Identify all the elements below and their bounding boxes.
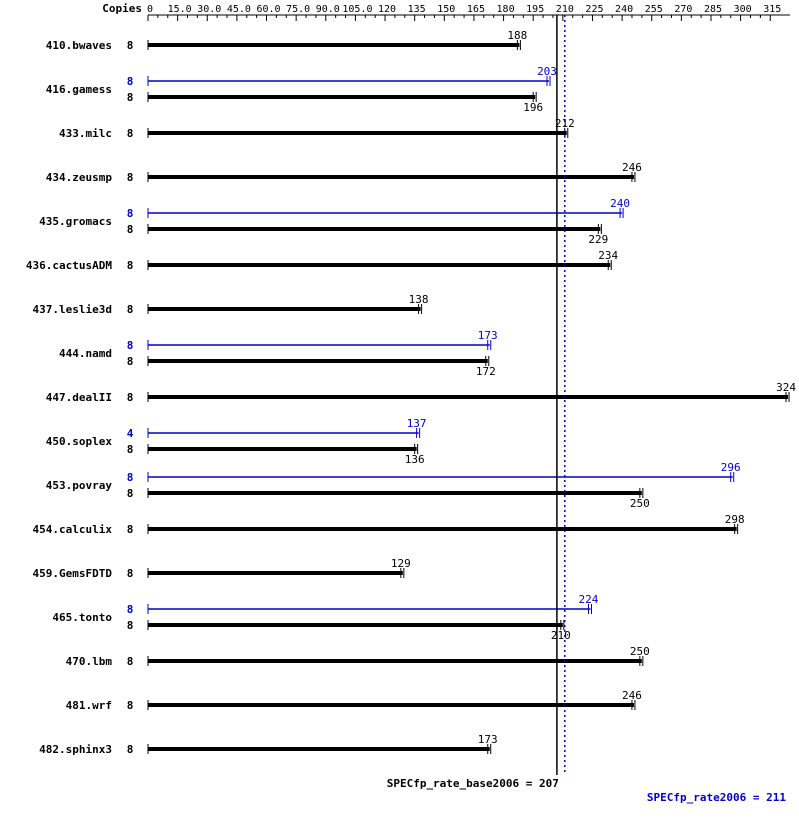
bar-value: 298 [725,513,745,526]
copies-value: 8 [127,127,134,140]
bar-value: 188 [507,29,527,42]
bars-group [148,40,789,754]
benchmark-label: 459.GemsFDTD [33,567,113,580]
benchmark-label: 450.soplex [46,435,113,448]
copies-value: 8 [127,471,134,484]
footer-peak: SPECfp_rate2006 = 211 [647,791,786,804]
svg-text:255: 255 [645,4,663,15]
copies-value: 8 [127,487,134,500]
bar-value: 203 [537,65,557,78]
bar-value: 173 [478,733,498,746]
benchmark-label: 465.tonto [52,611,112,624]
benchmark-label: 470.lbm [66,655,113,668]
bar-value: 234 [598,249,618,262]
svg-text:270: 270 [674,4,692,15]
svg-text:120: 120 [378,4,396,15]
axis-group: 0 15.0 30.0 45.0 60.0 75.0 90.0105.0 120 135 150 1… [147,4,790,21]
benchmark-label: 454.calculix [33,523,113,536]
bar-value: 246 [622,161,642,174]
bar-value: 229 [588,233,608,246]
copies-value: 8 [127,259,134,272]
svg-text:75.0: 75.0 [286,4,310,15]
bar-value: 138 [409,293,429,306]
spec-rate-chart: 0 15.0 30.0 45.0 60.0 75.0 90.0105.0 120 135 150 1… [0,0,799,831]
bar-value: 129 [391,557,411,570]
bar-value: 246 [622,689,642,702]
copies-value: 8 [127,303,134,316]
copies-value: 8 [127,391,134,404]
copies-value: 8 [127,339,134,352]
svg-text:90.0: 90.0 [316,4,340,15]
svg-text:210: 210 [556,4,574,15]
svg-text:225: 225 [585,4,603,15]
bar-value: 296 [721,461,741,474]
benchmark-label: 416.gamess [46,83,112,96]
bar-value: 173 [478,329,498,342]
copies-value: 8 [127,207,134,220]
bar-value: 137 [407,417,427,430]
benchmark-label: 434.zeusmp [46,171,113,184]
copies-value: 8 [127,75,134,88]
bar-value: 136 [405,453,425,466]
bar-value: 212 [555,117,575,130]
bar-value: 210 [551,629,571,642]
copies-value: 8 [127,223,134,236]
copies-value: 8 [127,171,134,184]
svg-text:15.0: 15.0 [168,4,192,15]
benchmark-label: 435.gromacs [39,215,112,228]
benchmark-label: 481.wrf [66,699,112,712]
svg-text:315: 315 [763,4,781,15]
copies-value: 8 [127,603,134,616]
bar-value: 250 [630,497,650,510]
bar-value: 250 [630,645,650,658]
copies-header: Copies [102,2,142,15]
copies-value: 8 [127,39,134,52]
copies-value: 8 [127,743,134,756]
svg-text:30.0: 30.0 [197,4,221,15]
svg-text:45.0: 45.0 [227,4,251,15]
svg-text:240: 240 [615,4,633,15]
benchmark-label: 444.namd [59,347,112,360]
bar-value: 172 [476,365,496,378]
copies-value: 4 [127,427,134,440]
copies-value: 8 [127,355,134,368]
benchmark-label: 447.dealII [46,391,112,404]
bar-value: 324 [776,381,796,394]
svg-text:105.0: 105.0 [342,4,372,15]
copies-value: 8 [127,523,134,536]
footer-base: SPECfp_rate_base2006 = 207 [387,777,559,790]
benchmark-label: 437.leslie3d [33,303,112,316]
labels-group: Copies410.bwaves8188416.gamess8203819643… [26,2,796,804]
svg-text:165: 165 [467,4,485,15]
copies-value: 8 [127,443,134,456]
bar-value: 224 [579,593,599,606]
svg-text:285: 285 [704,4,722,15]
bar-value: 196 [523,101,543,114]
copies-value: 8 [127,699,134,712]
svg-text:0: 0 [147,4,153,15]
bar-value: 240 [610,197,630,210]
benchmark-label: 410.bwaves [46,39,112,52]
svg-text:180: 180 [497,4,515,15]
copies-value: 8 [127,655,134,668]
benchmark-label: 433.milc [59,127,112,140]
svg-text:300: 300 [734,4,752,15]
svg-text:150: 150 [437,4,455,15]
benchmark-label: 453.povray [46,479,113,492]
svg-text:60.0: 60.0 [256,4,280,15]
benchmark-label: 436.cactusADM [26,259,112,272]
copies-value: 8 [127,567,134,580]
svg-text:135: 135 [408,4,426,15]
copies-value: 8 [127,619,134,632]
svg-text:195: 195 [526,4,544,15]
copies-value: 8 [127,91,134,104]
benchmark-label: 482.sphinx3 [39,743,112,756]
